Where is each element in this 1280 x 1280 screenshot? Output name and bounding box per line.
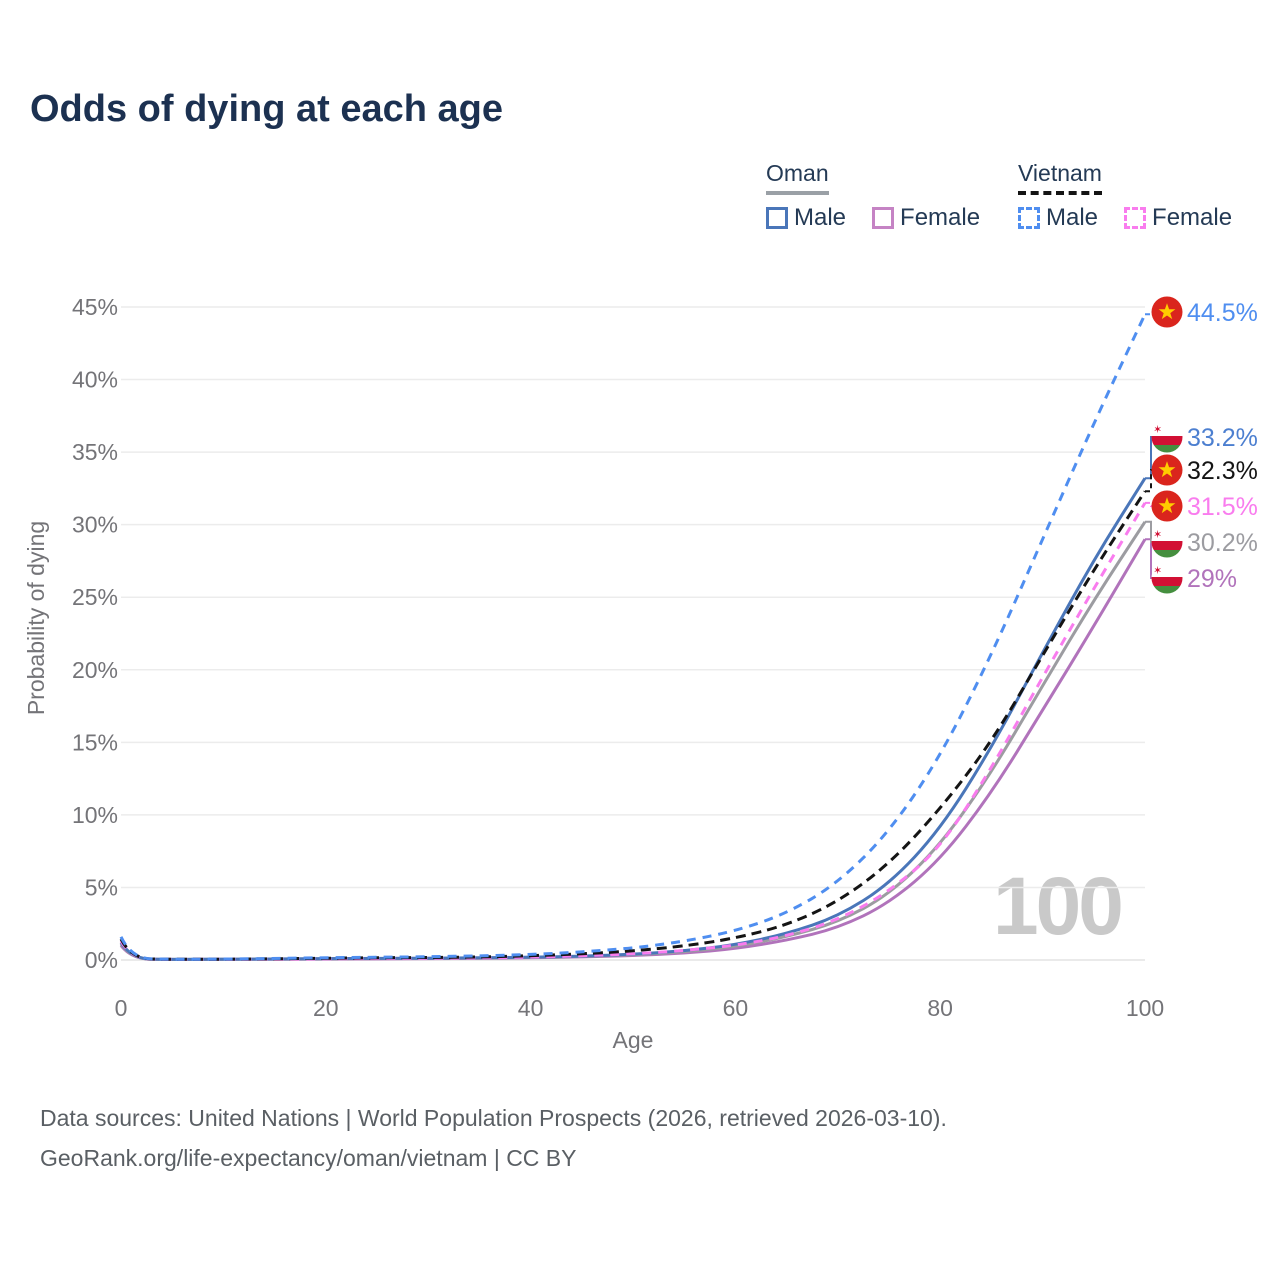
legend-item-vietnam-female[interactable]: Female <box>1124 204 1232 232</box>
y-tick-label: 35% <box>72 439 118 465</box>
end-label-value: 31.5% <box>1187 493 1258 521</box>
footer-line-1: Data sources: United Nations | World Pop… <box>40 1105 947 1131</box>
oman-male-swatch-icon <box>766 207 788 229</box>
svg-text:✶: ✶ <box>1153 565 1162 577</box>
y-tick-label: 20% <box>72 657 118 683</box>
vietnam-male-swatch-icon <box>1018 207 1040 229</box>
legend-label: Female <box>900 204 981 231</box>
page-title: Odds of dying at each age <box>30 88 503 130</box>
y-tick-label: 10% <box>72 802 118 828</box>
series-line-vietnam-both <box>119 490 1147 961</box>
legend-item-vietnam-male[interactable]: Male <box>1018 204 1098 232</box>
y-tick-label: 0% <box>85 947 118 973</box>
legend-item-oman-female[interactable]: Female <box>872 204 980 232</box>
y-tick-label: 30% <box>72 512 118 538</box>
end-label-value: 44.5% <box>1187 299 1258 327</box>
x-tick-label: 20 <box>313 995 339 1021</box>
legend-country-oman[interactable]: Oman <box>766 160 829 195</box>
legend-item-oman-male[interactable]: Male <box>766 204 846 232</box>
series-line-oman-both <box>119 520 1147 961</box>
x-tick-label: 80 <box>927 995 953 1021</box>
legend-country-vietnam[interactable]: Vietnam <box>1018 160 1102 195</box>
svg-text:✶: ✶ <box>1153 424 1162 436</box>
end-label-value: 29% <box>1187 565 1237 593</box>
oman-female-swatch-icon <box>872 207 895 229</box>
end-label-value: 30.2% <box>1187 529 1258 557</box>
legend-label: Male <box>1046 204 1099 231</box>
x-tick-label: 0 <box>115 995 128 1021</box>
oman-flag-icon: ✶ <box>1151 562 1183 594</box>
y-tick-label: 40% <box>72 367 118 393</box>
legend-group-oman: Oman Male Female <box>766 160 1006 232</box>
oman-flag-icon: ✶ <box>1151 421 1183 453</box>
legend-label: Female <box>1152 204 1233 231</box>
legend-label: Male <box>794 204 847 231</box>
series-line-oman-female <box>119 538 1147 962</box>
y-tick-label: 5% <box>85 874 118 900</box>
vietnam-flag-icon <box>1151 454 1183 486</box>
end-label-value: 33.2% <box>1187 424 1258 452</box>
x-tick-label: 40 <box>518 995 544 1021</box>
age-watermark: 100 <box>993 861 1124 952</box>
y-tick-label: 15% <box>72 729 118 755</box>
x-tick-label: 100 <box>1126 995 1164 1021</box>
end-label-value: 32.3% <box>1187 457 1258 485</box>
x-axis-title: Age <box>613 1027 654 1053</box>
footer-line-2[interactable]: GeoRank.org/life-expectancy/oman/vietnam… <box>40 1145 577 1171</box>
svg-text:✶: ✶ <box>1153 529 1162 541</box>
data-source-footer: Data sources: United Nations | World Pop… <box>40 1098 947 1178</box>
vietnam-flag-icon <box>1151 296 1183 328</box>
series-line-vietnam-male <box>119 313 1147 961</box>
oman-flag-icon: ✶ <box>1151 526 1183 558</box>
y-tick-label: 25% <box>72 584 118 610</box>
series-line-vietnam-female <box>119 502 1147 961</box>
y-axis-title: Probability of dying <box>23 521 49 715</box>
legend-group-vietnam: Vietnam Male Female <box>1018 160 1258 232</box>
vietnam-female-swatch-icon <box>1124 207 1147 229</box>
x-tick-label: 60 <box>723 995 749 1021</box>
y-tick-label: 45% <box>72 294 118 320</box>
vietnam-flag-icon <box>1151 490 1183 522</box>
